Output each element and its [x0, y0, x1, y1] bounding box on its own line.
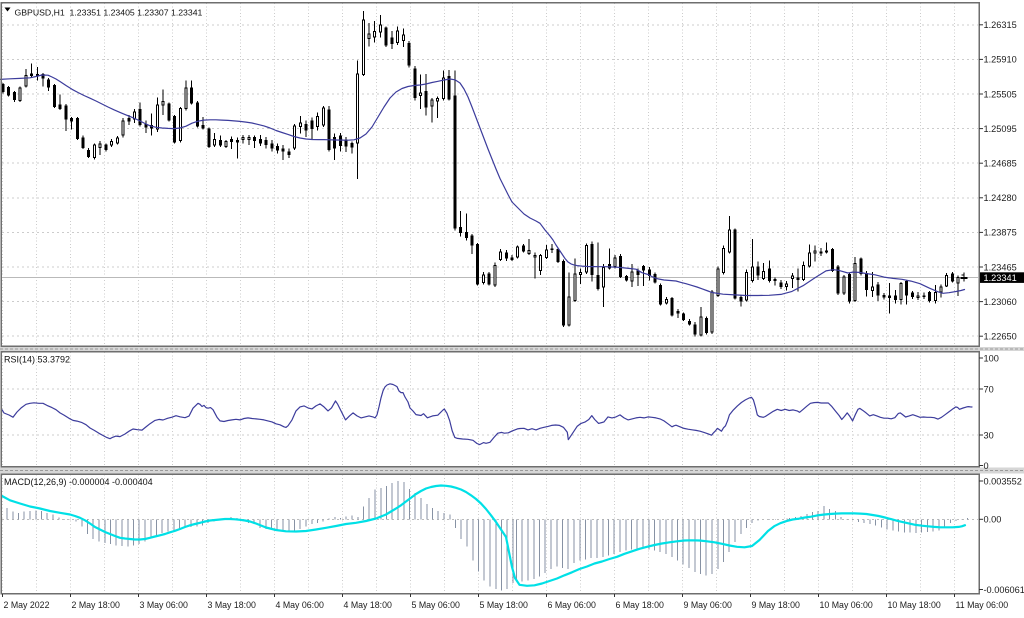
svg-text:3 May 18:00: 3 May 18:00	[208, 600, 257, 610]
svg-text:4 May 18:00: 4 May 18:00	[344, 600, 393, 610]
svg-text:10 May 06:00: 10 May 06:00	[820, 600, 873, 610]
svg-text:-0.006061: -0.006061	[984, 585, 1024, 595]
svg-text:9 May 18:00: 9 May 18:00	[752, 600, 801, 610]
svg-text:1.23341: 1.23341	[984, 273, 1017, 283]
svg-text:6 May 18:00: 6 May 18:00	[616, 600, 665, 610]
svg-text:RSI(14) 53.3792: RSI(14) 53.3792	[4, 355, 70, 365]
svg-text:MACD(12,26,9) -0.000004 -0.000: MACD(12,26,9) -0.000004 -0.000404	[4, 477, 153, 487]
svg-text:1.24280: 1.24280	[984, 193, 1017, 203]
svg-text:1.23875: 1.23875	[984, 228, 1017, 238]
svg-text:1.25910: 1.25910	[984, 55, 1017, 65]
svg-text:2 May 2022: 2 May 2022	[4, 600, 50, 610]
svg-text:1.25505: 1.25505	[984, 89, 1017, 99]
svg-text:30: 30	[984, 430, 994, 440]
svg-text:5 May 06:00: 5 May 06:00	[412, 600, 461, 610]
svg-text:0.00: 0.00	[984, 515, 1002, 525]
svg-text:1.26315: 1.26315	[984, 20, 1017, 30]
svg-text:4 May 06:00: 4 May 06:00	[276, 600, 325, 610]
svg-text:1.24685: 1.24685	[984, 159, 1017, 169]
svg-text:5 May 18:00: 5 May 18:00	[480, 600, 529, 610]
svg-text:10 May 18:00: 10 May 18:00	[888, 600, 941, 610]
svg-text:0.003552: 0.003552	[984, 476, 1022, 486]
svg-text:1.23465: 1.23465	[984, 262, 1017, 272]
svg-text:0: 0	[984, 461, 989, 471]
svg-text:6 May 06:00: 6 May 06:00	[548, 600, 597, 610]
svg-text:1.25095: 1.25095	[984, 124, 1017, 134]
svg-text:2 May 18:00: 2 May 18:00	[72, 600, 121, 610]
svg-text:1.22650: 1.22650	[984, 332, 1017, 342]
svg-text:9 May 06:00: 9 May 06:00	[684, 600, 733, 610]
svg-text:100: 100	[984, 353, 999, 363]
svg-text:11 May 06:00: 11 May 06:00	[956, 600, 1009, 610]
svg-text:1.23060: 1.23060	[984, 297, 1017, 307]
svg-text:3 May 06:00: 3 May 06:00	[140, 600, 189, 610]
svg-text:GBPUSD,H1 1.23351 1.23405 1.2: GBPUSD,H1 1.23351 1.23405 1.23307 1.2334…	[15, 7, 203, 17]
svg-text:70: 70	[984, 384, 994, 394]
